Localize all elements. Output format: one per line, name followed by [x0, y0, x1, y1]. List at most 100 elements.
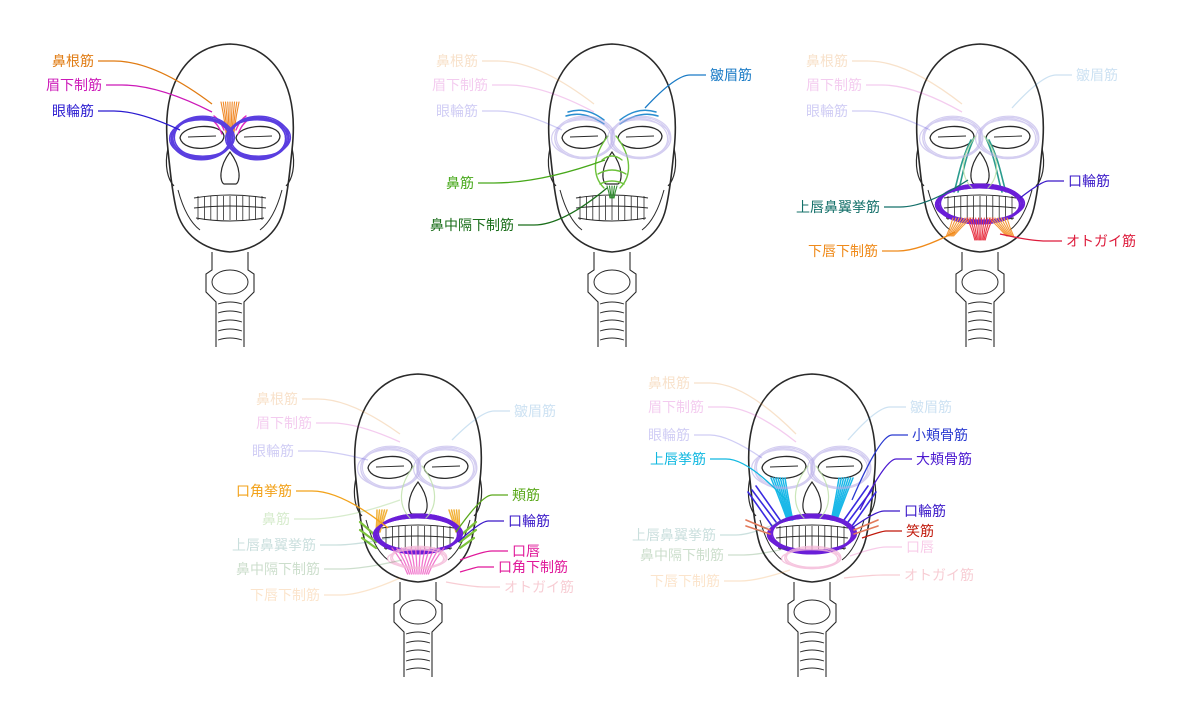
- leader-line: [861, 530, 902, 539]
- right-cheekbone: [667, 147, 677, 187]
- leader-line: [852, 60, 963, 105]
- muscle-label: オトガイ筋: [1066, 233, 1136, 250]
- left-cheekbone: [353, 477, 363, 517]
- leader-line: [884, 179, 969, 208]
- leader-line: [720, 519, 785, 536]
- leader-line: [324, 559, 403, 570]
- leader-line: [882, 231, 956, 252]
- nasalis-faint: [962, 135, 998, 189]
- right-eye-socket: [817, 455, 863, 480]
- right-cheekbone: [1035, 147, 1045, 187]
- leader-line: [320, 537, 391, 546]
- leader-line: [847, 406, 906, 441]
- leader-line: [482, 110, 563, 131]
- leader-line: [1019, 180, 1064, 199]
- left-eye-socket: [929, 125, 975, 150]
- left-eye-socket: [561, 125, 607, 150]
- muscle-label: 鼻根筋: [806, 53, 848, 70]
- right-cheekbone: [285, 147, 295, 187]
- leader-line: [710, 458, 787, 501]
- nasalis-muscle: [594, 135, 630, 189]
- leader-line: [298, 450, 369, 461]
- leader-line: [324, 577, 401, 596]
- muscle-label: 小頬骨筋: [912, 427, 968, 444]
- leader-line: [859, 458, 912, 511]
- muscle-label: 鼻筋: [446, 175, 474, 192]
- left-eye-socket: [761, 455, 807, 480]
- orbicularis-oculi-faint: [919, 115, 984, 160]
- orbicularis-oculi-faint: [357, 445, 422, 490]
- muscle-label: 鼻根筋: [436, 53, 478, 70]
- muscle-label: 鼻中隔下制筋: [236, 561, 320, 578]
- muscle-label: 鼻根筋: [52, 53, 94, 70]
- leader-line: [843, 574, 900, 579]
- muscle-label: 眼輪筋: [436, 103, 478, 120]
- neck-right: [993, 252, 1005, 347]
- muscle-label: 口唇: [512, 544, 540, 560]
- leader-line: [852, 110, 931, 131]
- muscle-label: 皺眉筋: [710, 67, 752, 84]
- left-cheekbone: [165, 147, 175, 187]
- left-eye-socket: [367, 455, 413, 480]
- leader-line: [459, 550, 508, 561]
- muscle-label: 上唇鼻翼挙筋: [632, 527, 716, 544]
- neck-left: [587, 252, 599, 347]
- orbicularis-oculi-right: [224, 115, 292, 161]
- left-cheekbone: [915, 147, 925, 187]
- orbicularis-oculi-faint: [413, 445, 478, 490]
- leader-line: [492, 84, 595, 113]
- neck-right: [431, 582, 443, 677]
- risorius-muscle: [745, 519, 879, 535]
- depressor-septi-muscle: [606, 185, 618, 199]
- muscle-label: 口角挙筋: [236, 483, 292, 500]
- leader-line: [644, 74, 706, 109]
- muscle-label: 眼輪筋: [252, 443, 294, 460]
- leader-line: [451, 410, 510, 441]
- muscle-label: 大頬骨筋: [916, 451, 972, 468]
- neck-left: [787, 582, 799, 677]
- muscle-label: 眉下制筋: [648, 399, 704, 416]
- muscle-label: 眉下制筋: [256, 415, 312, 432]
- mentalis-muscle: [966, 217, 994, 241]
- muscle-label: オトガイ筋: [504, 579, 574, 596]
- depressor-labii-right: [988, 217, 1015, 237]
- muscle-label: 鼻筋: [262, 511, 290, 528]
- muscle-label: 鼻中隔下制筋: [640, 547, 724, 564]
- left-eye-socket: [179, 125, 225, 150]
- nasal-cavity: [220, 150, 240, 185]
- leader-line: [302, 398, 401, 435]
- muscle-label: 眼輪筋: [52, 103, 94, 120]
- right-eye-socket: [235, 125, 281, 150]
- muscle-label: 頬筋: [512, 487, 540, 504]
- leader-line: [728, 547, 789, 556]
- muscle-label: 口輪筋: [904, 503, 946, 520]
- leader-line: [708, 406, 797, 443]
- muscle-label: 眼輪筋: [648, 427, 690, 444]
- orbicularis-oculi-faint: [807, 445, 872, 490]
- leader-line: [294, 499, 401, 520]
- muscle-label: 鼻中隔下制筋: [430, 217, 514, 234]
- neck-right: [825, 582, 837, 677]
- muscle-label: 口唇: [906, 540, 934, 556]
- leader-line: [694, 434, 763, 459]
- thyroid-cartilage: [961, 269, 999, 295]
- neck-left: [955, 252, 967, 347]
- leader-line: [455, 494, 508, 533]
- leader-line: [106, 84, 213, 113]
- leader-line: [724, 569, 791, 582]
- leader-line: [518, 187, 608, 226]
- nasalis-faint: [400, 465, 436, 519]
- muscle-label: 上唇鼻翼挙筋: [232, 537, 316, 554]
- leader-line: [478, 159, 606, 184]
- leader-line: [694, 382, 797, 435]
- right-eye-socket: [985, 125, 1031, 150]
- leader-line: [98, 110, 181, 131]
- muscle-label: 眉下制筋: [806, 77, 862, 94]
- left-cheekbone: [547, 147, 557, 187]
- orbicularis-oculi-faint: [975, 115, 1040, 160]
- orbicularis-oculi-faint: [551, 115, 616, 160]
